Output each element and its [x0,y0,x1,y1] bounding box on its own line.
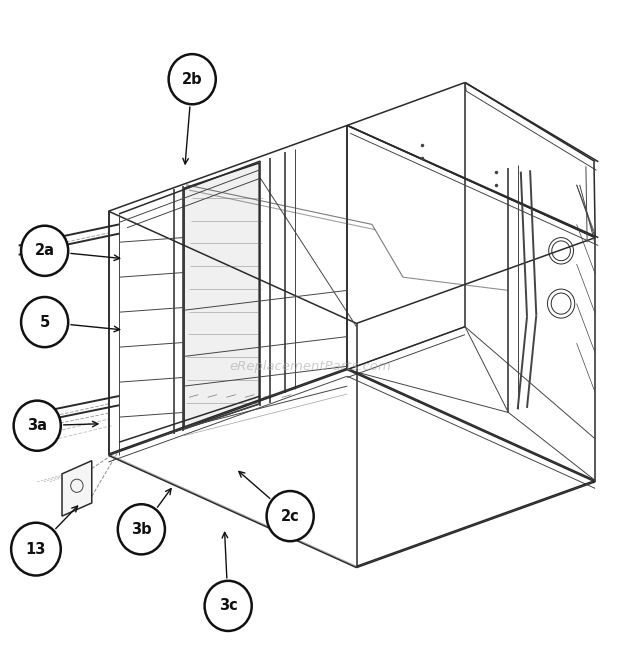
Text: 13: 13 [26,542,46,556]
Circle shape [205,581,252,631]
Circle shape [118,504,165,554]
Polygon shape [62,461,92,516]
Text: 3b: 3b [131,522,152,537]
Text: 3c: 3c [219,599,237,613]
Circle shape [14,401,61,451]
Text: 2b: 2b [182,72,203,86]
Text: 2a: 2a [35,244,55,258]
Text: eReplacementParts.com: eReplacementParts.com [229,360,391,373]
Text: 2c: 2c [281,509,299,523]
Polygon shape [184,163,259,429]
Circle shape [21,297,68,347]
Circle shape [11,523,61,576]
Circle shape [21,226,68,276]
Text: 3a: 3a [27,418,47,433]
Text: 5: 5 [40,315,50,329]
Circle shape [267,491,314,541]
Circle shape [169,54,216,104]
